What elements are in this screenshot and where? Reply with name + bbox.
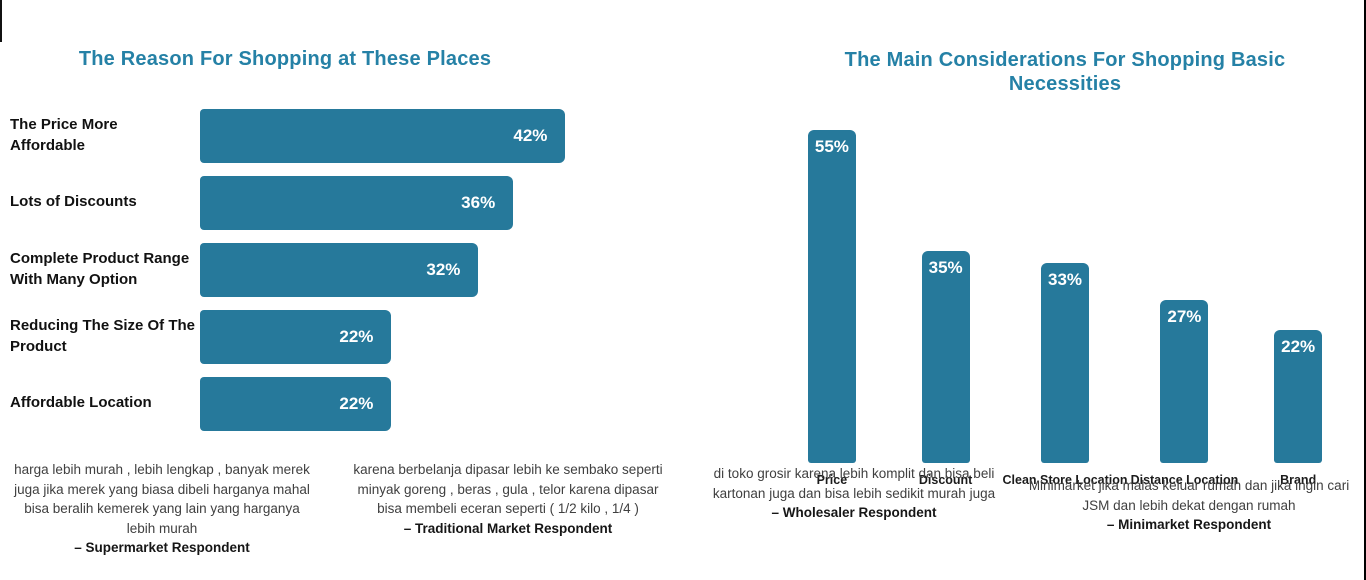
bar-row: Complete Product Range With Many Option 3…	[10, 242, 680, 297]
category-label: The Price More Affordable	[10, 116, 118, 154]
bar: 55%	[807, 130, 856, 463]
value-label: 42%	[513, 125, 548, 145]
reasons-chart-title: The Reason For Shopping at These Places	[78, 47, 492, 70]
category-label: Reducing The Size Of The Product	[10, 317, 196, 355]
quote-attribution: – Traditional Market Respondent	[403, 520, 613, 536]
value-label: 27%	[1167, 307, 1202, 326]
quote-text: di toko grosir karena lebih komplit dan …	[712, 466, 996, 501]
reasons-bar-chart: The Reason For Shopping at These Places …	[10, 30, 680, 444]
value-label: 32%	[426, 259, 461, 279]
bar: 35%	[921, 251, 970, 463]
bar-column: 27% Distance Location	[1128, 300, 1242, 487]
category-label: Complete Product Range With Many Option	[10, 250, 190, 288]
considerations-bar-chart: The Main Considerations For Shopping Bas…	[775, 48, 1355, 487]
bar: 22%	[1274, 330, 1323, 463]
quote-text: harga lebih murah , lebih lengkap , bany…	[14, 462, 310, 536]
value-label: 22%	[339, 326, 374, 346]
bar: 27%	[1160, 300, 1209, 463]
category-label: Distance Location	[1130, 473, 1239, 487]
category-label: Clean Store Location	[1002, 473, 1128, 487]
value-label: 55%	[814, 137, 849, 156]
quote-minimarket: Minimarket jika malas keluar rumah dan j…	[1022, 476, 1356, 535]
bar: 42%	[200, 108, 566, 163]
bar: 36%	[200, 175, 514, 230]
bar-column: 35% Discount	[889, 251, 1003, 487]
quote-attribution: – Minimarket Respondent	[1106, 517, 1272, 533]
bar-column: 22% Brand	[1241, 330, 1355, 487]
quote-attribution: – Wholesaler Respondent	[771, 505, 937, 521]
considerations-chart-title: The Main Considerations For Shopping Bas…	[844, 49, 1286, 95]
category-label: Brand	[1280, 473, 1317, 487]
bar-column: 55% Price	[775, 130, 889, 487]
quote-wholesaler: di toko grosir karena lebih komplit dan …	[706, 464, 1002, 523]
slide-right-edge-line	[1364, 0, 1366, 580]
bar-row: Affordable Location 22%	[10, 376, 680, 431]
quote-text: Minimarket jika malas keluar rumah dan j…	[1028, 478, 1350, 513]
value-label: 36%	[461, 192, 496, 212]
bar-row: Lots of Discounts 36%	[10, 175, 680, 230]
bar: 32%	[200, 242, 479, 297]
quote-traditional-market: karena berbelanja dipasar lebih ke semba…	[352, 460, 664, 538]
reasons-chart-plot-area: The Price More Affordable 42% Lots of Disc…	[10, 108, 680, 431]
category-label: Price	[816, 473, 848, 487]
value-label: 35%	[928, 258, 963, 277]
quote-attribution: – Supermarket Respondent	[74, 540, 250, 556]
category-label: Affordable Location	[10, 394, 152, 412]
slide-left-edge-line	[0, 0, 2, 42]
quote-text: karena berbelanja dipasar lebih ke semba…	[353, 462, 663, 517]
bar-row: Reducing The Size Of The Product 22%	[10, 309, 680, 364]
quote-supermarket: harga lebih murah , lebih lengkap , bany…	[12, 460, 312, 558]
bar: 22%	[200, 309, 392, 364]
bar: 33%	[1041, 263, 1090, 463]
value-label: 22%	[1281, 337, 1316, 356]
considerations-chart-plot-area: 55% Price 35% Discount 33% Clean Store Locati…	[775, 102, 1355, 487]
category-label: Lots of Discounts	[10, 193, 137, 211]
bar-row: The Price More Affordable 42%	[10, 108, 680, 163]
value-label: 22%	[339, 393, 374, 413]
bar: 22%	[200, 376, 392, 431]
value-label: 33%	[1048, 270, 1083, 289]
category-label: Discount	[918, 473, 973, 487]
bar-column: 33% Clean Store Location	[1003, 263, 1128, 487]
